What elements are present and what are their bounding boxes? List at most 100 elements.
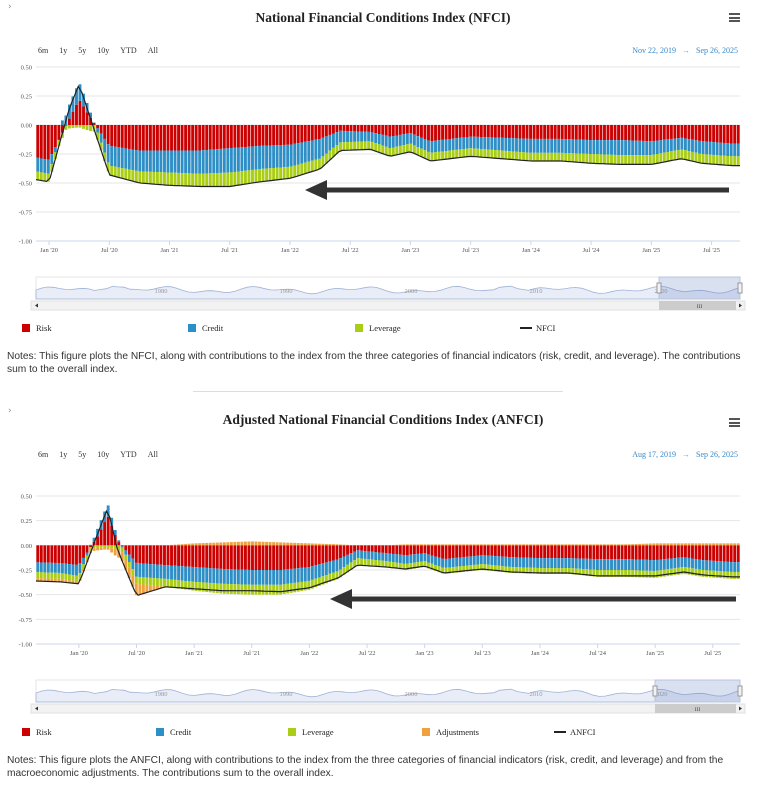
bar-credit (233, 147, 237, 172)
bar-credit (363, 551, 367, 559)
range-button-10y[interactable]: 10y (97, 450, 110, 459)
bar-risk (282, 125, 286, 145)
bar-leverage (627, 570, 631, 578)
bar-risk (254, 545, 258, 570)
chevron-right-icon[interactable]: › (8, 406, 12, 416)
bar-credit (113, 146, 117, 167)
bar-leverage (581, 153, 585, 163)
bar-leverage (103, 545, 107, 548)
bar-credit (272, 145, 276, 169)
bar-credit (560, 558, 564, 569)
legend-item-risk[interactable]: Risk (22, 727, 52, 737)
bar-leverage (300, 581, 304, 592)
date-to-input[interactable]: Sep 26, 2025 (696, 450, 738, 459)
bar-credit (574, 558, 578, 569)
bar-credit (331, 133, 335, 148)
bar-risk (374, 125, 378, 134)
bar-adjustments (701, 543, 705, 546)
bar-credit (444, 558, 448, 568)
bar-leverage (451, 567, 455, 573)
legend-item-adjustments[interactable]: Adjustments (422, 727, 479, 737)
bar-risk (455, 545, 459, 558)
bar-adjustments (314, 543, 318, 546)
bar-risk (655, 125, 659, 141)
menu-icon[interactable] (729, 418, 740, 427)
bar-adjustments (300, 543, 304, 546)
bar-leverage (715, 570, 719, 578)
bar-credit (691, 139, 694, 152)
range-button-ytd[interactable]: YTD (120, 46, 137, 55)
legend-item-credit[interactable]: Credit (188, 323, 223, 333)
bar-risk (184, 545, 188, 567)
bar-credit (381, 552, 385, 561)
bar-risk (666, 125, 670, 140)
bar-risk (346, 125, 349, 132)
range-button-all[interactable]: All (147, 450, 158, 459)
bar-leverage (553, 568, 557, 574)
bar-risk (613, 125, 617, 141)
bar-adjustments (346, 544, 349, 546)
bar-credit (405, 555, 409, 564)
bar-risk (370, 125, 374, 133)
bar-credit (194, 150, 198, 174)
range-button-10y[interactable]: 10y (97, 46, 110, 55)
date-from-input[interactable]: Aug 17, 2019 (632, 450, 676, 459)
bar-credit (110, 146, 114, 167)
bar-adjustments (518, 544, 522, 546)
bar-credit (251, 146, 254, 170)
bar-credit (131, 558, 135, 570)
bar-credit (67, 564, 71, 575)
bar-risk (233, 125, 237, 148)
bar-credit (504, 137, 508, 151)
bar-leverage (448, 567, 452, 574)
range-button-ytd[interactable]: YTD (120, 450, 137, 459)
range-button-all[interactable]: All (147, 46, 158, 55)
bar-risk (462, 545, 466, 558)
legend-item-risk[interactable]: Risk (22, 323, 52, 333)
range-button-1y[interactable]: 1y (59, 46, 68, 55)
bar-risk (110, 125, 114, 147)
bar-leverage (163, 172, 166, 185)
date-from-input[interactable]: Nov 22, 2019 (632, 46, 676, 55)
bar-credit (296, 143, 300, 165)
range-button-5y[interactable]: 5y (78, 450, 87, 459)
range-button-1y[interactable]: 1y (59, 450, 68, 459)
bar-credit (194, 567, 198, 582)
legend-item-leverage[interactable]: Leverage (288, 727, 334, 737)
bar-leverage (490, 149, 494, 158)
bar-credit (497, 556, 501, 566)
bar-leverage (282, 167, 286, 180)
range-button-6m[interactable]: 6m (38, 450, 49, 459)
bar-risk (451, 125, 455, 139)
bar-leverage (567, 568, 571, 575)
bar-leverage (423, 150, 427, 159)
anfci-title: Adjusted National Financial Conditions I… (222, 412, 544, 427)
bar-risk (627, 545, 631, 560)
range-button-6m[interactable]: 6m (38, 46, 49, 55)
bar-leverage (173, 172, 177, 186)
bar-risk (243, 545, 247, 570)
scrollbar-track (30, 703, 746, 714)
bar-credit (170, 150, 173, 173)
legend-item-credit[interactable]: Credit (156, 727, 191, 737)
bar-credit (226, 569, 230, 584)
chevron-right-icon[interactable]: › (8, 2, 12, 12)
bar-risk (659, 125, 663, 141)
legend-item-nfci[interactable]: NFCI (520, 323, 555, 333)
bar-credit (222, 569, 226, 584)
bar-leverage (258, 584, 261, 595)
menu-icon[interactable] (729, 13, 740, 22)
bar-adjustments (208, 542, 212, 546)
bar-adjustments (722, 543, 726, 546)
legend-item-anfci[interactable]: ANFCI (554, 727, 596, 737)
bar-risk (645, 125, 649, 142)
bar-credit (324, 562, 328, 576)
range-button-5y[interactable]: 5y (78, 46, 87, 55)
bar-risk (522, 545, 525, 558)
date-to-input[interactable]: Sep 26, 2025 (696, 46, 738, 55)
y-tick-label: -0.50 (18, 181, 32, 188)
legend-item-leverage[interactable]: Leverage (355, 323, 401, 333)
bar-credit (201, 567, 205, 583)
bar-risk (715, 125, 719, 143)
